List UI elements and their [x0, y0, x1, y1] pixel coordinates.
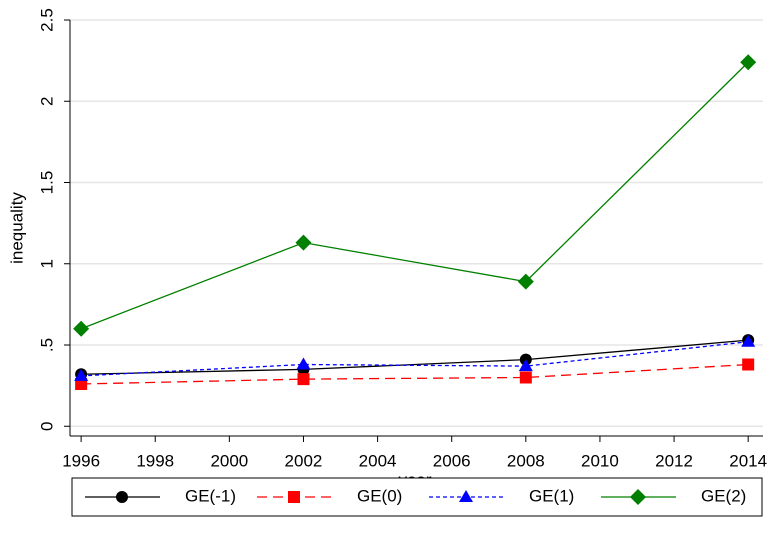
marker	[740, 54, 757, 71]
legend-marker	[459, 490, 473, 502]
legend-label: GE(2)	[701, 486, 746, 505]
x-tick-label: 2004	[359, 451, 397, 470]
y-tick-label: 1	[37, 259, 56, 268]
y-tick-label: 2	[37, 97, 56, 106]
series-line	[81, 341, 749, 377]
marker	[297, 373, 310, 386]
x-tick-label: 2010	[581, 451, 619, 470]
x-tick-label: 1996	[62, 451, 100, 470]
y-tick-label: 1.5	[37, 171, 56, 195]
legend-label: GE(1)	[529, 486, 574, 505]
legend-marker	[116, 491, 128, 503]
legend-label: GE(-1)	[185, 486, 236, 505]
y-axis-label: inequality	[7, 192, 26, 264]
legend-marker	[630, 489, 646, 505]
x-tick-label: 2014	[729, 451, 767, 470]
marker	[295, 234, 312, 251]
legend-marker	[288, 491, 300, 503]
marker	[741, 334, 756, 347]
x-tick-label: 2006	[433, 451, 471, 470]
series-line	[80, 61, 749, 330]
x-tick-label: 2008	[507, 451, 545, 470]
x-tick-label: 1998	[136, 451, 174, 470]
marker	[74, 368, 89, 381]
legend-label: GE(0)	[357, 486, 402, 505]
x-tick-label: 2012	[655, 451, 693, 470]
marker	[517, 273, 534, 290]
x-tick-label: 2000	[210, 451, 248, 470]
marker	[75, 378, 88, 390]
series-line	[81, 339, 749, 375]
marker	[518, 359, 533, 372]
y-tick-label: 0	[37, 422, 56, 431]
y-tick-label: .5	[37, 338, 56, 352]
x-tick-label: 2002	[285, 451, 323, 470]
y-tick-label: 2.5	[37, 8, 56, 32]
marker	[742, 358, 755, 371]
marker	[73, 320, 90, 337]
marker	[519, 371, 532, 384]
marker	[296, 357, 311, 370]
